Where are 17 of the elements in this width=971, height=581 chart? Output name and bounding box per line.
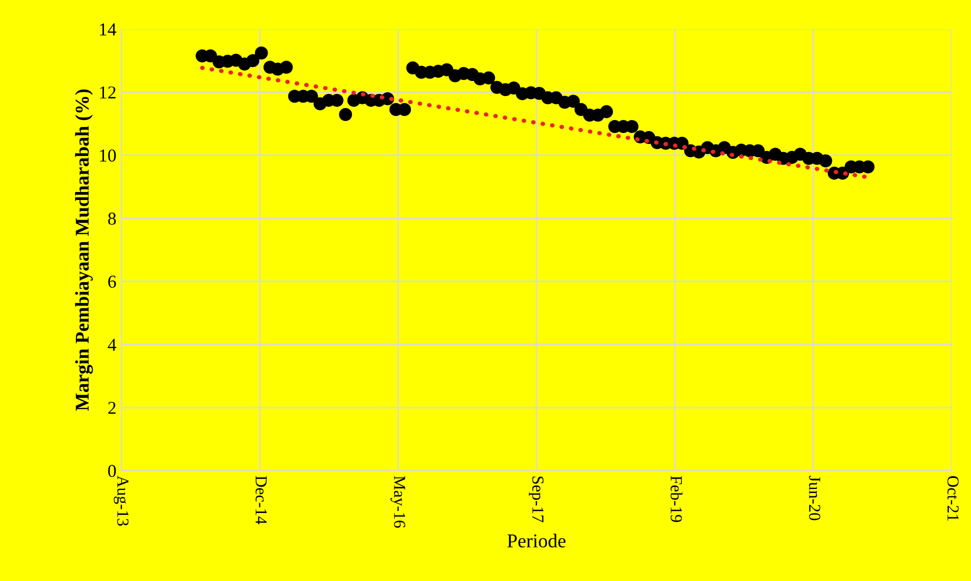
- y-tick-label: 2: [108, 402, 116, 414]
- x-tick-label: May-16: [390, 476, 406, 528]
- y-tick-label: 8: [108, 212, 116, 225]
- x-tick-label: Feb-19: [670, 476, 682, 522]
- x-tick-label: Dec-14: [256, 476, 267, 524]
- y-tick-label: 6: [108, 276, 116, 288]
- x-tick-label: Sep-17: [528, 476, 544, 522]
- x-tick-label: Oct-21: [947, 476, 959, 521]
- x-axis-title: Periode: [507, 534, 566, 548]
- y-tick-label: 12: [100, 86, 116, 98]
- x-tick-label: Jun-20: [809, 476, 820, 520]
- y-tick-label: 4: [108, 338, 116, 351]
- y-axis-title: Margin Pembiayaan Mudharabah (%): [75, 89, 93, 411]
- y-tick-label: 10: [100, 149, 116, 162]
- x-tick-label: Aug-13: [114, 476, 128, 526]
- y-tick-label: 0: [108, 464, 116, 478]
- y-tick-label: 14: [100, 23, 116, 36]
